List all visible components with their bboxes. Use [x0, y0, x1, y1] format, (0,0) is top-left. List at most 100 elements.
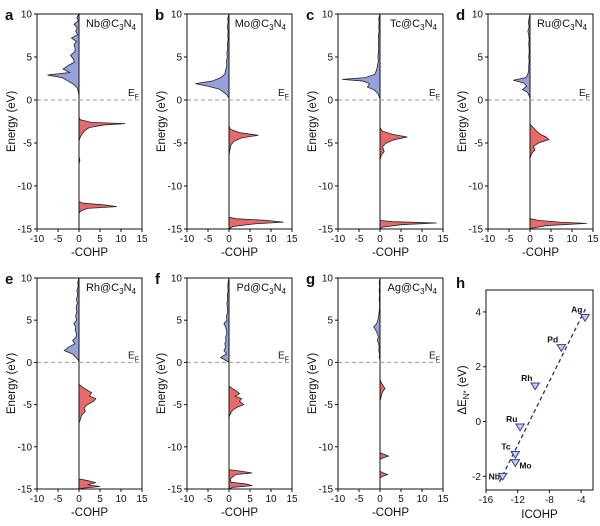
x-tick-label: -10: [180, 234, 195, 245]
fermi-level-label: EF: [278, 350, 289, 363]
y-tick-label: -15: [319, 485, 334, 496]
x-tick-label: 0: [226, 234, 232, 245]
ylabel-unit: (eV): [457, 365, 469, 390]
y-tick-label: -5: [324, 400, 333, 411]
ef-sub: F: [436, 356, 440, 363]
y-tick-label: -5: [474, 139, 483, 150]
title-metal: Ru: [537, 18, 551, 30]
ef-main: E: [429, 350, 436, 361]
point-label: Pd: [547, 335, 558, 345]
title-sub: 3: [420, 287, 425, 296]
data-point: [497, 472, 508, 482]
title-metal: Ag: [388, 282, 401, 294]
plot-frame: [337, 277, 444, 490]
x-tick-label: -10: [180, 494, 195, 505]
fermi-level-label: EF: [128, 88, 139, 101]
data-point: [579, 313, 591, 323]
y-axis-title: Energy (eV): [6, 91, 18, 153]
title-suffix: @C: [250, 18, 269, 30]
title-metal: Rh: [86, 282, 100, 294]
y-tick-label: 10: [171, 10, 183, 21]
y-axis-title: Energy (eV): [307, 353, 319, 415]
x-tick-label: 15: [136, 234, 148, 245]
title-sub: 3: [570, 23, 575, 32]
panel-letter: h: [456, 275, 465, 292]
title-sub: 3: [269, 287, 274, 296]
title-mid: N: [124, 282, 132, 294]
y-tick-label: -5: [324, 139, 333, 150]
bonding-area: [229, 14, 284, 229]
x-tick-label: 0: [377, 494, 383, 505]
x-axis-title: -COHP: [372, 507, 409, 519]
x-tick-label: 0: [527, 234, 533, 245]
point-label: Tc: [501, 441, 511, 451]
panel-title: Nb@C3N4: [86, 18, 137, 32]
cohp-curve: [342, 13, 437, 230]
y-tick-label: 0: [327, 96, 333, 107]
panel-title: Ag@C3N4: [388, 282, 438, 296]
y-tick-label: -15: [469, 225, 484, 236]
fermi-level-label: EF: [429, 88, 440, 101]
x-tick-label: 10: [265, 234, 277, 245]
x-tick-label: -5: [54, 494, 63, 505]
y-tick-label: 5: [176, 316, 182, 327]
antibonding-area: [47, 14, 79, 229]
y-tick-label: 5: [176, 53, 182, 64]
x-tick-label: 5: [97, 234, 103, 245]
x-axis-title: ICOHP: [521, 509, 558, 521]
ef-sub: F: [436, 94, 440, 101]
plot-frame: [36, 13, 143, 230]
title-suffix: @C: [100, 282, 119, 294]
title-suffix: @C: [100, 18, 119, 30]
y-tick-label: -10: [168, 442, 183, 453]
title-mid: N: [274, 282, 282, 294]
y-tick-label: 10: [21, 10, 33, 21]
x-tick-label: 10: [416, 234, 428, 245]
title-sub: 3: [119, 287, 124, 296]
cohp-curve: [219, 277, 253, 490]
y-tick-label: -10: [319, 442, 334, 453]
bonding-area: [229, 278, 253, 489]
x-tick-label: 15: [437, 494, 449, 505]
y-tick-label: -5: [173, 139, 182, 150]
data-point: [510, 450, 521, 460]
x-tick-label: 5: [247, 494, 253, 505]
x-axis-title: -COHP: [71, 507, 108, 519]
y-axis-title: Energy (eV): [6, 353, 18, 415]
plot-frame: [36, 277, 143, 490]
ylabel-main: ΔE: [457, 399, 469, 415]
panel-letter: b: [155, 7, 164, 24]
ef-sub: F: [285, 356, 289, 363]
x-tick-label: 5: [548, 234, 554, 245]
y-tick-label: 5: [477, 53, 483, 64]
data-point: [510, 459, 521, 468]
y-tick-label: -10: [319, 182, 334, 193]
y-tick-label: -15: [18, 485, 33, 496]
title-suffix: @C: [401, 18, 420, 30]
point-label: Mo: [519, 461, 531, 471]
fermi-level-label: EF: [579, 88, 590, 101]
y-tick-label: -5: [23, 400, 32, 411]
title-sub: 4: [132, 287, 137, 296]
plot-frame: [487, 13, 594, 230]
antibonding-area: [513, 14, 530, 229]
bonding-area: [530, 14, 587, 229]
y-tick-label: 0: [176, 96, 182, 107]
x-tick-label: 15: [286, 494, 298, 505]
panel-letter: d: [456, 7, 465, 24]
x-tick-label: 5: [398, 234, 404, 245]
title-mid: N: [274, 18, 282, 30]
x-tick-label: 15: [437, 234, 449, 245]
x-axis-title: -COHP: [71, 247, 108, 259]
title-sub: 4: [433, 23, 438, 32]
antibonding-area: [373, 278, 380, 489]
plot-frame: [337, 13, 444, 230]
title-sub: 3: [420, 23, 425, 32]
x-tick-label: -5: [355, 234, 364, 245]
plot-frame: [485, 289, 594, 491]
point-label: Ag: [571, 304, 582, 314]
x-tick-label: 0: [377, 234, 383, 245]
y-tick-label: -10: [469, 182, 484, 193]
